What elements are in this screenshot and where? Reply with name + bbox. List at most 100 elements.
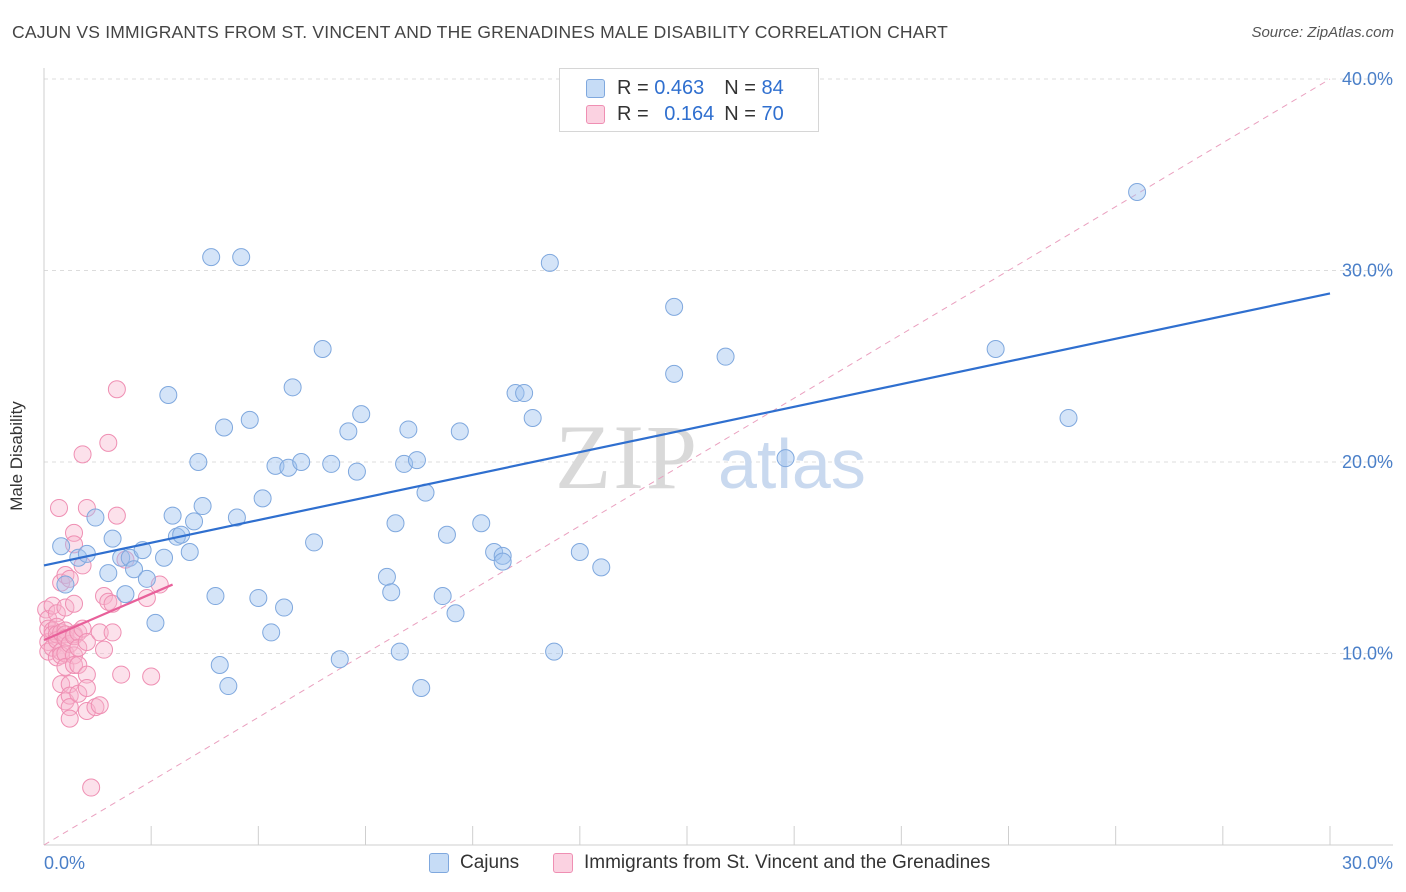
cajun-point — [493, 546, 512, 565]
cajun-point — [433, 587, 452, 606]
cajun-point — [52, 537, 71, 556]
chart-title: CAJUN VS IMMIGRANTS FROM ST. VINCENT AND… — [12, 22, 949, 42]
legend-n-value: 84 — [761, 76, 784, 99]
cajun-point — [86, 508, 105, 527]
legend-n-label: N = — [724, 76, 756, 99]
y-tick-label: 20.0% — [1342, 452, 1393, 472]
y-tick-label: 30.0% — [1342, 261, 1393, 281]
cajun-point — [665, 297, 684, 316]
cajun-point — [163, 506, 182, 525]
cajun-point — [125, 560, 144, 579]
immigrants-point — [95, 640, 114, 659]
immigrants-trend-line — [43, 583, 174, 642]
cajun-point — [352, 405, 371, 424]
y-tick-label: 40.0% — [1342, 69, 1393, 89]
cajun-point — [253, 489, 272, 508]
cajun-point — [240, 410, 259, 429]
cajun-point — [776, 449, 795, 468]
legend-swatch-pink — [586, 104, 605, 124]
cajun-point — [159, 385, 178, 404]
cajun-point — [137, 569, 156, 588]
cajun-point — [399, 420, 418, 439]
source-label: Source: ZipAtlas.com — [1251, 24, 1394, 41]
immigrants-point — [77, 678, 96, 697]
cajun-point — [1059, 408, 1078, 427]
legend-r-value: 0.463 — [654, 76, 705, 99]
x-tick-label-left: 0.0% — [44, 853, 85, 873]
cajun-point — [283, 378, 302, 397]
legend-item-immigrants: Immigrants from St. Vincent and the Gren… — [553, 852, 990, 874]
legend-r-label: R = — [617, 102, 649, 125]
cajun-point — [386, 514, 405, 533]
cajun-point — [155, 548, 174, 567]
immigrants-point — [107, 380, 126, 399]
legend-swatch-pink — [553, 853, 573, 873]
cajun-point — [99, 564, 118, 583]
cajun-point — [275, 598, 294, 617]
cajun-point — [77, 544, 96, 563]
reference-line — [43, 78, 1331, 846]
cajun-point — [330, 650, 349, 669]
watermark-zip: ZIP — [555, 406, 699, 508]
legend-r-label: R = — [617, 76, 649, 99]
cajun-point — [390, 642, 409, 661]
immigrants-point — [99, 433, 118, 452]
series-legend: Cajuns Immigrants from St. Vincent and t… — [0, 852, 1406, 878]
immigrants-point — [103, 623, 122, 642]
immigrants-point — [112, 665, 131, 684]
cajun-point — [493, 552, 512, 571]
cajun-point — [407, 451, 426, 470]
cajun-point — [227, 508, 246, 527]
cajun-point — [56, 575, 75, 594]
cajun-point — [382, 583, 401, 602]
immigrants-point — [77, 665, 96, 684]
cajun-point — [313, 340, 332, 359]
cajun-point — [292, 453, 311, 471]
legend-swatch-blue — [586, 78, 605, 98]
reference-diagonal-line — [43, 78, 1331, 846]
legend-row-immigrants: R = 0.164 N = 70 — [586, 102, 784, 126]
cajun-point — [665, 364, 684, 383]
immigrants-point — [69, 684, 88, 703]
legend-item-cajuns: Cajuns — [429, 852, 519, 874]
legend-label-cajuns: Cajuns — [460, 852, 520, 873]
cajun-point — [206, 587, 225, 606]
immigrants-point — [107, 506, 126, 525]
cajun-point — [986, 340, 1005, 359]
cajun-point — [322, 454, 341, 473]
immigrants-point — [60, 709, 79, 728]
immigrants-point — [90, 623, 109, 642]
immigrants-point — [73, 445, 92, 464]
cajun-point — [339, 422, 358, 441]
y-tick-label: 10.0% — [1342, 644, 1393, 664]
cajun-point — [437, 525, 456, 544]
cajun-points — [52, 182, 1147, 697]
axes — [43, 68, 1393, 846]
x-tick-labels: 0.0% 30.0% — [44, 853, 1393, 873]
watermark: ZIP atlas — [555, 406, 866, 508]
legend-row-cajuns: R = 0.463 N = 84 — [586, 76, 784, 100]
legend-n-label: N = — [724, 102, 756, 125]
cajun-point — [592, 558, 611, 577]
cajun-point — [347, 462, 366, 481]
cajun-point — [249, 588, 268, 607]
gridlines — [44, 78, 1393, 654]
x-tick-label-right: 30.0% — [1342, 853, 1393, 873]
cajun-trend-line — [43, 292, 1331, 567]
cajun-point — [1128, 182, 1147, 201]
cajun-point — [446, 604, 465, 623]
cajun-point — [189, 453, 208, 471]
cajun-point — [262, 623, 281, 642]
cajun-point — [215, 418, 234, 437]
cajun-point — [180, 543, 199, 562]
cajun-point — [545, 642, 564, 661]
cajun-point — [540, 253, 559, 272]
cajun-point — [570, 543, 589, 562]
immigrants-point — [56, 598, 75, 617]
cajun-point — [523, 408, 542, 427]
immigrants-point — [142, 667, 161, 686]
cajun-point — [377, 567, 396, 586]
stats-legend: R = 0.463 N = 84 R = 0.164 N = 70 — [559, 68, 819, 132]
immigrants-point — [65, 594, 84, 613]
y-tick-labels: 10.0% 20.0% 30.0% 40.0% — [1342, 69, 1393, 664]
